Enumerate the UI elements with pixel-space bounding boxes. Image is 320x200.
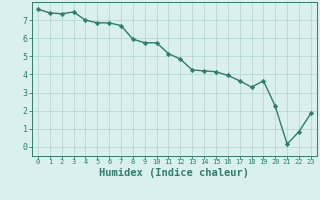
X-axis label: Humidex (Indice chaleur): Humidex (Indice chaleur) <box>100 168 249 178</box>
